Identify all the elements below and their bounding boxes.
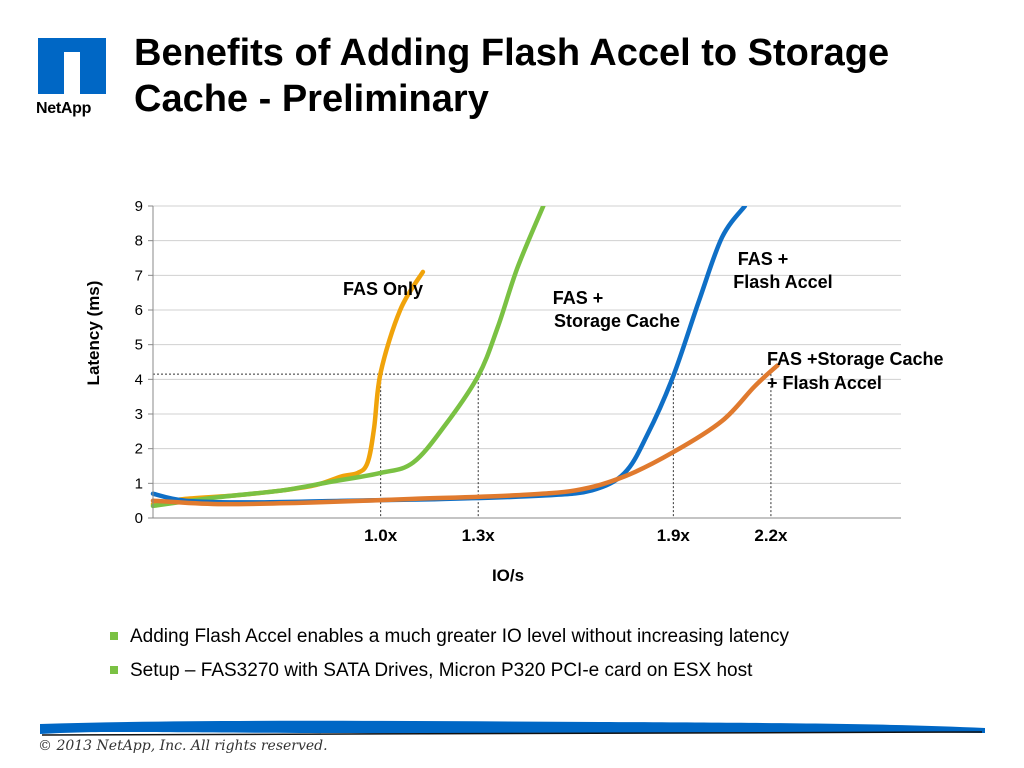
bullet-list: Adding Flash Accel enables a much greate… — [108, 620, 789, 688]
y-tick-label: 0 — [135, 510, 143, 527]
y-tick-label: 3 — [135, 406, 143, 423]
series-annotation: + Flash Accel — [767, 373, 882, 393]
y-tick-label: 9 — [135, 198, 143, 215]
y-axis-title: Latency (ms) — [84, 281, 103, 386]
copyright-text: © 2013 NetApp, Inc. All rights reserved. — [38, 738, 328, 754]
bullet-square-icon — [110, 666, 118, 674]
y-tick-label: 1 — [135, 475, 143, 492]
series-annotation: FAS + — [553, 288, 604, 308]
netapp-logo: NetApp — [36, 38, 110, 122]
series-line — [150, 269, 426, 507]
netapp-logo-mark — [38, 38, 106, 94]
y-tick-label: 5 — [135, 337, 143, 354]
bullet-item: Adding Flash Accel enables a much greate… — [108, 620, 789, 654]
series-annotation: FAS Only — [343, 279, 423, 299]
y-tick-label: 6 — [135, 302, 143, 319]
logo-text: NetApp — [36, 100, 92, 117]
x-axis-title: IO/s — [492, 566, 524, 585]
x-reference-label: 1.0x — [364, 526, 398, 545]
x-reference-label: 2.2x — [754, 526, 788, 545]
x-reference-label: 1.9x — [657, 526, 691, 545]
bullet-text: Setup – FAS3270 with SATA Drives, Micron… — [130, 660, 753, 681]
series-annotation: FAS + — [738, 249, 789, 269]
series-annotation: Flash Accel — [733, 272, 832, 292]
series-line — [150, 363, 780, 507]
page-title: Benefits of Adding Flash Accel to Storag… — [134, 32, 890, 120]
x-reference-label: 1.3x — [462, 526, 496, 545]
series-line — [150, 206, 546, 509]
y-tick-label: 4 — [135, 371, 143, 388]
y-tick-label: 7 — [135, 267, 143, 284]
bullet-text: Adding Flash Accel enables a much greate… — [130, 626, 790, 647]
bullet-item: Setup – FAS3270 with SATA Drives, Micron… — [108, 654, 789, 688]
series-annotation: Storage Cache — [554, 311, 680, 331]
series-line — [150, 206, 748, 505]
series-annotation: FAS +Storage Cache — [767, 349, 944, 369]
y-tick-label: 2 — [135, 441, 143, 458]
y-tick-label: 8 — [135, 233, 143, 250]
bullet-square-icon — [110, 632, 118, 640]
